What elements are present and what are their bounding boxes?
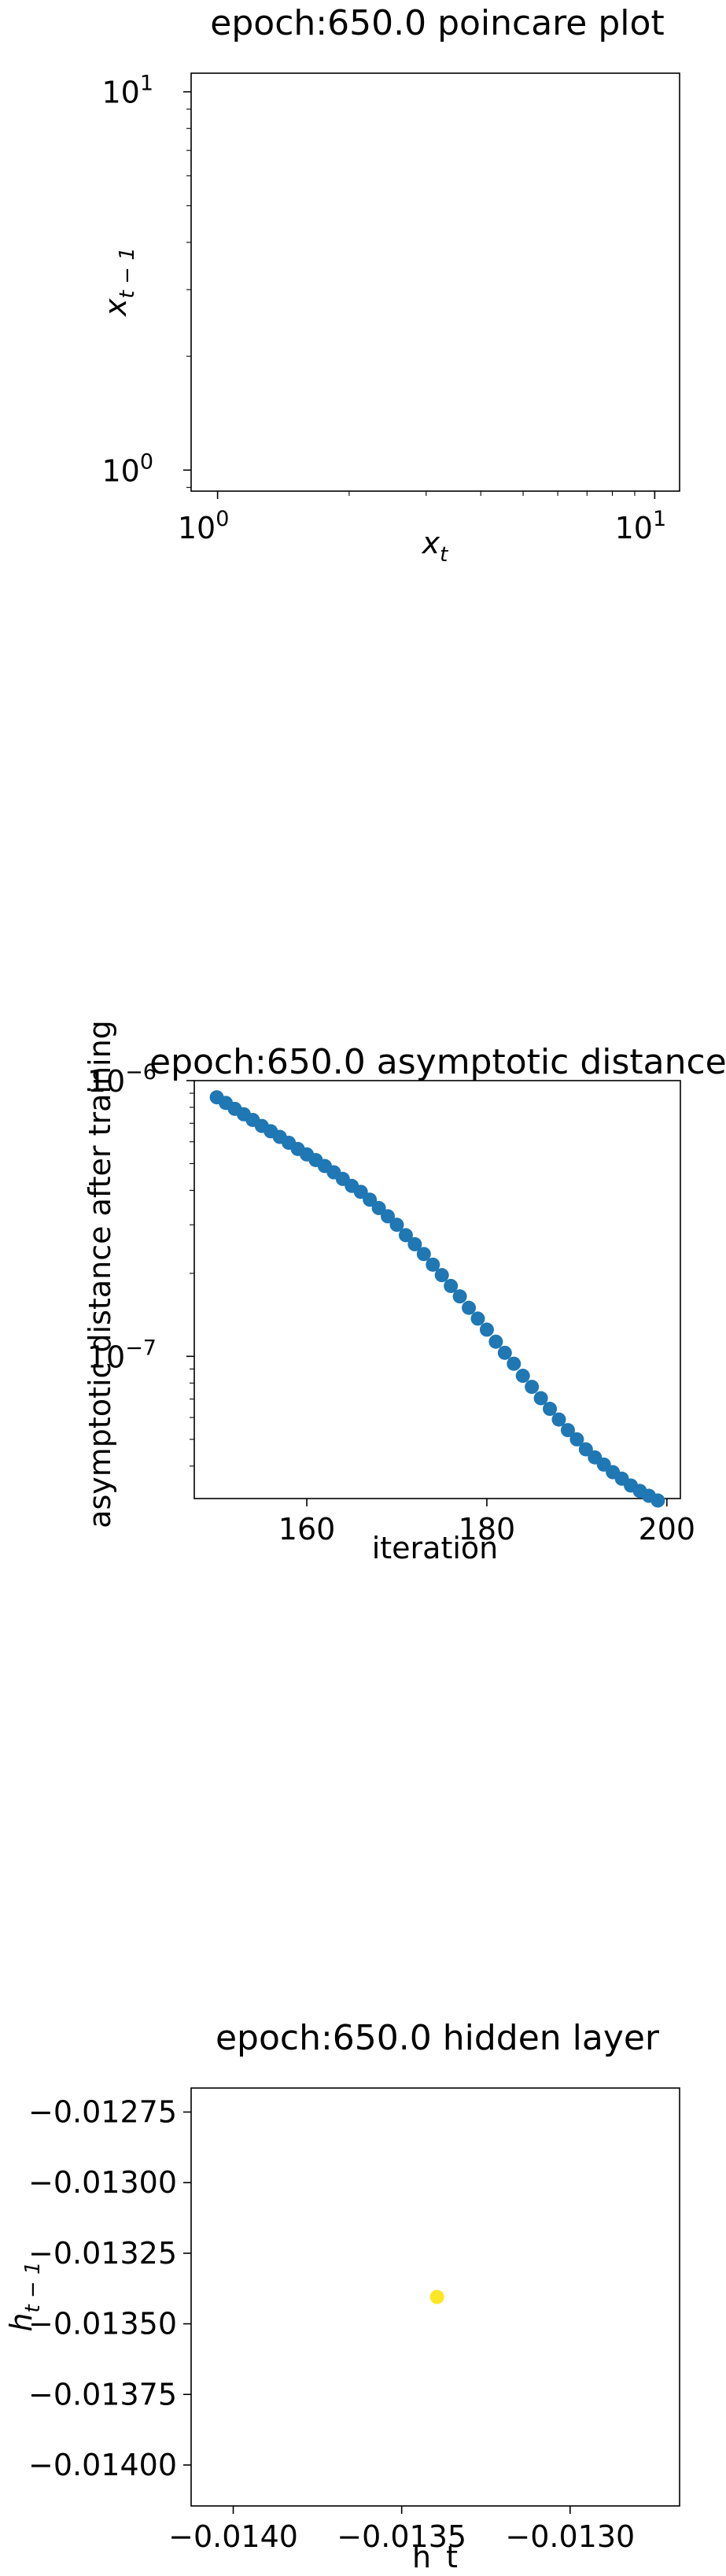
asymptotic-data-point	[452, 1289, 467, 1304]
asymptotic-x-axis-label: iteration	[372, 1531, 499, 1565]
asymptotic-data-point	[488, 1334, 503, 1349]
asymptotic-data-point	[569, 1432, 584, 1447]
asymptotic-data-point	[525, 1380, 540, 1395]
asymptotic-chart: epoch:650.0 asymptotic distance 160 180 20…	[83, 1020, 726, 1565]
asymptotic-data-point	[407, 1236, 422, 1251]
hidden-layer-x-tick-label: −0.0135	[337, 2519, 466, 2554]
hidden-layer-y-tick-label: −0.01400	[28, 2448, 177, 2482]
asymptotic-data-point	[533, 1391, 548, 1406]
asymptotic-data-point	[650, 1493, 665, 1508]
asymptotic-data-point	[515, 1369, 530, 1384]
poincare-y-tick-label: 101	[101, 72, 153, 110]
hidden-layer-chart: epoch:650.0 hidden layer −0.0140 −0.0135−…	[4, 2018, 680, 2574]
poincare-x-tick-label: 100	[178, 507, 230, 545]
asymptotic-data-point	[470, 1311, 485, 1326]
poincare-title: epoch:650.0 poincare plot	[210, 3, 664, 43]
poincare-x-ticks: 100 101	[178, 491, 666, 545]
asymptotic-plot-area	[193, 1080, 681, 1499]
hidden-layer-points	[429, 2290, 444, 2304]
asymptotic-data-point	[444, 1278, 459, 1293]
asymptotic-data-point	[381, 1209, 396, 1224]
poincare-chart: epoch:650.0 poincare plot 100 101 100101 …	[98, 3, 680, 567]
hidden-layer-y-tick-label: −0.01375	[28, 2377, 177, 2412]
poincare-y-axis-label: xt − 1	[98, 247, 139, 317]
asymptotic-x-tick-label: 180	[459, 1512, 516, 1547]
asymptotic-data-point	[426, 1257, 440, 1272]
asymptotic-y-ticks: 10−7 10−6	[87, 1060, 194, 1467]
hidden-layer-y-tick-label: −0.01275	[28, 2094, 177, 2129]
hidden-layer-title: epoch:650.0 hidden layer	[216, 2018, 660, 2058]
asymptotic-x-ticks: 160 180 200	[278, 1499, 695, 1547]
asymptotic-x-tick-label: 200	[639, 1512, 696, 1547]
asymptotic-data-point	[371, 1200, 386, 1215]
hidden-layer-y-axis-label: ht − 1	[4, 2261, 45, 2331]
asymptotic-data-point	[479, 1322, 494, 1337]
asymptotic-data-point	[497, 1345, 512, 1360]
poincare-y-tick-label: 100	[101, 449, 153, 488]
asymptotic-points	[209, 1090, 665, 1508]
asymptotic-y-axis-label: asymptotic distance after training	[83, 1020, 117, 1528]
hidden-layer-y-tick-label: −0.01325	[28, 2236, 177, 2271]
hidden-layer-plot-area	[190, 2087, 680, 2507]
asymptotic-y-tick-label: 10−6	[87, 1060, 157, 1099]
hidden-layer-y-tick-label: −0.01300	[28, 2165, 177, 2200]
asymptotic-y-tick-label: 10−7	[87, 1336, 157, 1374]
asymptotic-data-point	[543, 1402, 558, 1417]
asymptotic-data-point	[560, 1423, 575, 1438]
asymptotic-title: epoch:650.0 asymptotic distance	[149, 1042, 726, 1082]
asymptotic-data-point	[416, 1247, 431, 1262]
asymptotic-data-point	[578, 1442, 593, 1457]
asymptotic-data-point	[363, 1192, 378, 1207]
poincare-x-axis-label: xt	[422, 526, 449, 567]
hidden-layer-x-tick-label: −0.0130	[505, 2519, 635, 2554]
asymptotic-data-point	[434, 1268, 449, 1283]
poincare-plot-area	[190, 72, 680, 492]
asymptotic-data-point	[507, 1356, 521, 1371]
asymptotic-data-point	[398, 1228, 413, 1243]
asymptotic-data-point	[462, 1300, 477, 1315]
asymptotic-data-point	[389, 1218, 404, 1233]
asymptotic-data-point	[551, 1412, 566, 1427]
hidden-layer-y-tick-label: −0.01350	[28, 2307, 177, 2341]
asymptotic-x-tick-label: 160	[278, 1512, 336, 1547]
hidden-layer-y-ticks: −0.01400 −0.01375 −0.01350 −0.01325 −0.01300…	[28, 2094, 191, 2482]
hidden-layer-data-point	[429, 2290, 444, 2304]
hidden-layer-x-ticks: −0.0140 −0.0135 −0.0130	[168, 2506, 635, 2554]
hidden-layer-x-tick-label: −0.0140	[168, 2519, 298, 2554]
poincare-x-tick-label: 101	[615, 507, 667, 545]
poincare-y-ticks: 100 101	[101, 72, 191, 488]
hidden-layer-x-axis-label: h_t	[412, 2540, 458, 2572]
